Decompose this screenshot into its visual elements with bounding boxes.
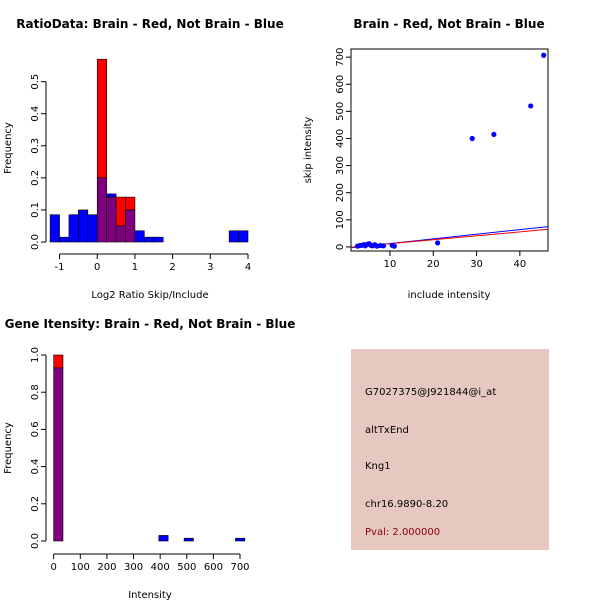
- x-tick-label: 4: [245, 262, 251, 273]
- not-brain-bar: [68, 214, 79, 243]
- not-brain-bar: [183, 537, 194, 542]
- x-tick-label: 600: [204, 562, 223, 573]
- overlap-bar: [125, 209, 136, 243]
- y-tick-label: 500: [335, 102, 346, 121]
- gene-histogram-title: Gene Itensity: Brain - Red, Not Brain - …: [5, 317, 296, 331]
- y-tick-label: 1.0: [30, 347, 41, 363]
- ratio-histogram-xlabel: Log2 Ratio Skip/Include: [91, 290, 208, 301]
- not-brain-bar: [228, 230, 239, 243]
- y-tick-label: 100: [335, 210, 346, 229]
- x-tick-label: 0: [94, 262, 100, 273]
- scatter-title: Brain - Red, Not Brain - Blue: [353, 17, 544, 31]
- intensity-scatter: Brain - Red, Not Brain - Blue include in…: [303, 17, 549, 301]
- scatter-xlabel: include intensity: [408, 290, 491, 301]
- x-tick-label: -1: [55, 262, 65, 273]
- y-tick-label: 0: [335, 244, 346, 250]
- y-tick-label: 0.2: [30, 496, 41, 512]
- y-tick-label: 0.4: [30, 106, 41, 122]
- not-brain-bar: [144, 236, 155, 243]
- ratio-histogram-title: RatioData: Brain - Red, Not Brain - Blue: [16, 17, 283, 31]
- overlap-bar: [53, 367, 64, 542]
- not-brain-bar: [87, 214, 98, 243]
- y-tick-label: 0.0: [30, 234, 41, 250]
- y-tick-label: 600: [335, 75, 346, 94]
- y-tick-label: 0.5: [30, 74, 41, 90]
- not-brain-bar: [235, 537, 246, 542]
- scatter-point: [380, 243, 387, 249]
- x-tick-label: 500: [177, 562, 196, 573]
- gene-histogram-xlabel: Intensity: [128, 590, 172, 600]
- y-tick-label: 0.8: [30, 384, 41, 400]
- gene-intensity-histogram: Gene Itensity: Brain - Red, Not Brain - …: [3, 317, 296, 601]
- scatter-point: [391, 243, 397, 249]
- overlap-bar: [96, 177, 107, 243]
- probe-id: G7027375@J921844@i_at: [365, 387, 497, 398]
- not-brain-bar: [238, 230, 249, 243]
- overlap-bar: [106, 196, 117, 243]
- scatter-point: [434, 240, 441, 246]
- not-brain-bar: [153, 236, 164, 243]
- brain-bar: [96, 58, 107, 179]
- x-tick-label: 40: [513, 259, 526, 270]
- not-brain-bar: [78, 209, 89, 243]
- y-tick-label: 200: [335, 183, 346, 202]
- x-tick-label: 0: [50, 562, 56, 573]
- scatter-ylabel: skip intensity: [303, 117, 314, 184]
- y-tick-label: 300: [335, 156, 346, 175]
- y-tick-label: 0.0: [30, 533, 41, 549]
- overlap-bar: [115, 225, 126, 243]
- x-tick-label: 300: [124, 562, 143, 573]
- scatter-point: [528, 103, 534, 109]
- y-tick-label: 0.2: [30, 170, 41, 186]
- not-brain-bar: [134, 230, 145, 243]
- y-tick-label: 0.4: [30, 459, 41, 475]
- scatter-point: [541, 52, 547, 58]
- x-tick-label: 100: [71, 562, 90, 573]
- not-brain-bar: [49, 214, 60, 243]
- y-tick-label: 0.3: [30, 138, 41, 154]
- not-brain-bar: [59, 236, 70, 243]
- x-tick-label: 2: [169, 262, 175, 273]
- scatter-point: [469, 135, 475, 142]
- brain-bar: [115, 196, 126, 227]
- x-tick-label: 1: [132, 262, 138, 273]
- not-brain-bar: [158, 535, 169, 542]
- brain-bar: [125, 196, 136, 211]
- not-brain-bar: [106, 193, 117, 198]
- y-tick-label: 0.6: [30, 421, 41, 437]
- x-tick-label: 3: [207, 262, 213, 273]
- y-tick-label: 700: [335, 48, 346, 67]
- gene-name: Kng1: [365, 461, 391, 472]
- gene-histogram-ylabel: Frequency: [3, 422, 14, 474]
- probe-info-panel: G7027375@J921844@i_at altTxEnd Kng1 chr1…: [351, 349, 549, 550]
- y-tick-label: 400: [335, 129, 346, 148]
- x-tick-label: 30: [470, 259, 483, 270]
- p-value: Pval: 2.000000: [365, 527, 441, 538]
- ratio-histogram-ylabel: Frequency: [3, 122, 14, 174]
- x-tick-label: 700: [230, 562, 249, 573]
- y-tick-label: 0.1: [30, 202, 41, 218]
- x-tick-label: 200: [97, 562, 116, 573]
- x-tick-label: 20: [427, 259, 440, 270]
- ratio-histogram: RatioData: Brain - Red, Not Brain - Blue…: [3, 17, 284, 301]
- x-tick-label: 10: [384, 259, 397, 270]
- x-tick-label: 400: [151, 562, 170, 573]
- event-type: altTxEnd: [365, 425, 409, 436]
- brain-bar: [53, 354, 64, 369]
- scatter-point: [491, 131, 497, 138]
- genomic-location: chr16.9890-8.20: [365, 499, 449, 510]
